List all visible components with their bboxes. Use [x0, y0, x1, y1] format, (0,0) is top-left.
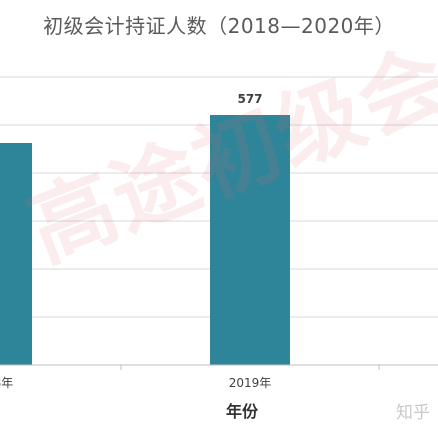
- x-tick-label: 2018年: [0, 376, 13, 390]
- x-axis-title: 年份: [226, 402, 259, 421]
- x-tick-label: 2019年: [229, 376, 272, 390]
- labels: 2018年5772019年2020年: [0, 92, 272, 390]
- site-logo: 知乎: [396, 403, 430, 423]
- data-label: 577: [237, 92, 262, 106]
- x-axis: [0, 364, 438, 370]
- bar: [210, 115, 290, 365]
- bars: [0, 115, 290, 365]
- bar: [0, 143, 32, 365]
- chart-title: 初级会计持证人数（2018—2020年）: [43, 14, 395, 38]
